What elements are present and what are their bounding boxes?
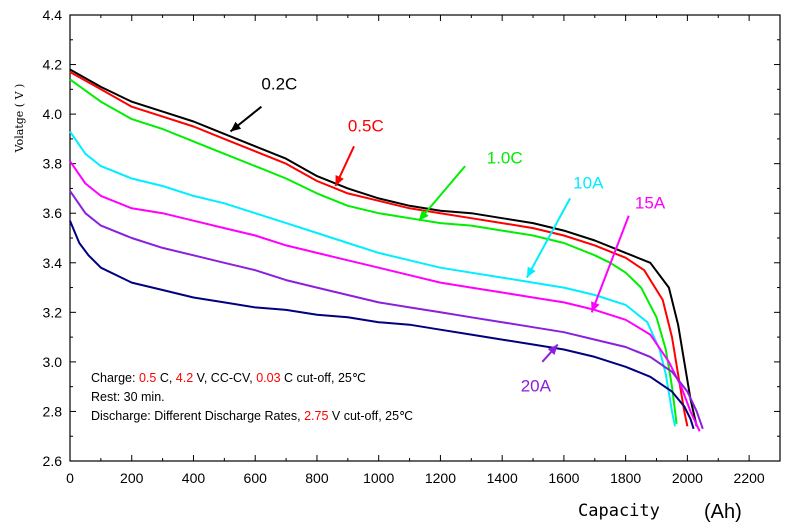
note-charge: Charge: 0.5 C, 4.2 V, CC-CV, 0.03 C cut-… [91, 371, 366, 385]
note-charge-e: V, CC-CV, [193, 371, 256, 385]
x-tick-label: 1000 [363, 470, 394, 486]
y-tick-label: 4.2 [43, 57, 63, 73]
x-tick-label: 800 [305, 470, 329, 486]
series-labels: 0.2C 0.5C 1.0C 10A 15A 20A [229, 74, 666, 396]
x-axis-unit: (Ah) [704, 501, 742, 523]
x-tick-label: 0 [66, 470, 74, 486]
series-label: 0.5C [348, 116, 384, 135]
x-tick-label: 1200 [425, 470, 456, 486]
note-charge-c: C, [156, 371, 175, 385]
y-tick-label: 3.6 [43, 205, 63, 221]
y-tick-label: 3.8 [43, 156, 63, 172]
series-arrow [418, 165, 466, 222]
y-tick-label: 2.8 [43, 403, 63, 419]
series-label: 20A [521, 377, 552, 396]
series-arrowhead [418, 210, 429, 221]
y-tick-label: 2.6 [43, 453, 63, 469]
x-tick-label: 2000 [672, 470, 703, 486]
x-tick-label: 1800 [610, 470, 641, 486]
series-line-20a [69, 190, 704, 430]
y-axis-title: Volatge ( V ) [13, 84, 26, 154]
curves [69, 68, 704, 432]
series-arrow [525, 197, 571, 279]
series-line-05c [69, 71, 689, 427]
x-tick-label: 600 [244, 470, 268, 486]
series-arrowhead [335, 175, 344, 186]
note-charge-rate: 0.5 [139, 371, 156, 385]
y-tick-label: 4.4 [43, 7, 63, 23]
y-tick-label: 3.2 [43, 304, 63, 320]
y-tick-label: 3.4 [43, 255, 63, 271]
note-charge-cutoff: 0.03 [256, 371, 280, 385]
x-tick-label: 400 [182, 470, 206, 486]
series-label: 1.0C [487, 149, 523, 168]
y-tick-label: 3.0 [43, 354, 63, 370]
series-arrowhead [526, 266, 536, 278]
x-tick-label: 200 [120, 470, 144, 486]
series-line-02c [69, 68, 698, 427]
series-line-15a [69, 160, 701, 432]
note-discharge: Discharge: Different Discharge Rates, 2.… [91, 409, 413, 423]
note-charge-g: C cut-off, 25℃ [281, 371, 366, 385]
conditions-note: Charge: 0.5 C, 4.2 V, CC-CV, 0.03 C cut-… [91, 371, 413, 423]
series-label: 15A [635, 193, 666, 212]
series-label: 0.2C [261, 74, 297, 93]
x-tick-label: 1600 [548, 470, 579, 486]
series-line-unlabeled [69, 220, 695, 430]
axes: 0 200 400 600 800 1000 1200 1400 1600 1800 2000 220… [43, 7, 781, 486]
x-tick-label: 2200 [734, 470, 765, 486]
series-arrow [590, 215, 630, 313]
series-line-10c [69, 78, 678, 424]
note-charge-voltage: 4.2 [176, 371, 193, 385]
note-rest: Rest: 30 min. [91, 390, 165, 404]
series-label: 10A [573, 173, 604, 192]
note-discharge-a: Discharge: Different Discharge Rates, [91, 409, 304, 423]
note-discharge-cutoff: 2.75 [304, 409, 328, 423]
series-arrowhead [547, 344, 558, 355]
y-tick-label: 4.0 [43, 106, 63, 122]
note-charge-a: Charge: [91, 371, 139, 385]
series-arrowhead [230, 121, 242, 132]
series-line-10a [69, 130, 676, 427]
series-arrowhead [591, 301, 600, 313]
x-tick-label: 1400 [487, 470, 518, 486]
note-discharge-c: V cut-off, 25℃ [328, 409, 413, 423]
x-axis-title: Capacity [578, 501, 660, 521]
